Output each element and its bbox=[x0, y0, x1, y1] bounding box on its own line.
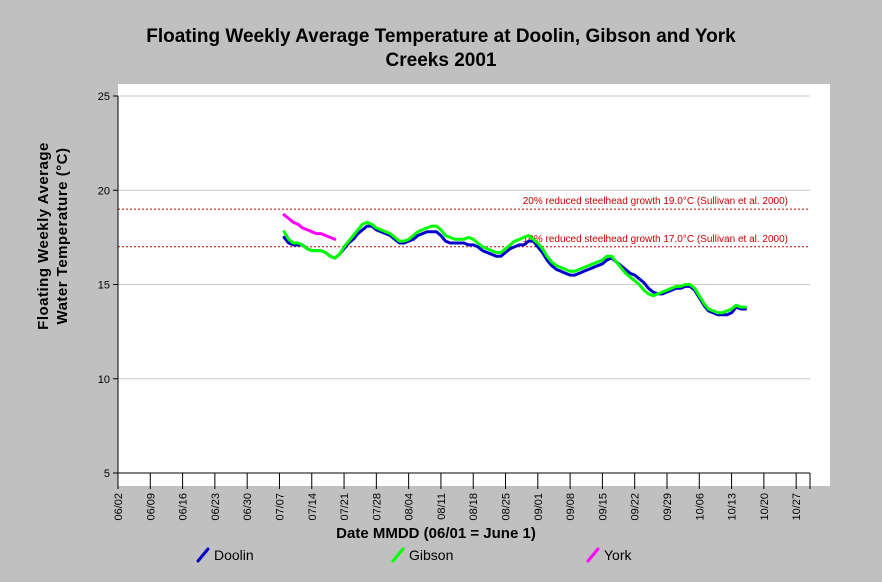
x-tick-label-2: 06/16 bbox=[178, 493, 190, 521]
x-tick-label-0: 06/02 bbox=[113, 493, 125, 521]
y-tick-label-25: 25 bbox=[98, 91, 110, 103]
x-tick-label-10: 08/11 bbox=[436, 493, 448, 520]
y-tick-label-10: 10 bbox=[98, 374, 110, 386]
x-tick-label-9: 08/04 bbox=[404, 493, 416, 521]
x-tick-label-17: 09/29 bbox=[662, 493, 674, 521]
x-axis-label: Date MMDD (06/01 = June 1) bbox=[336, 525, 536, 542]
x-tick-label-6: 07/14 bbox=[307, 493, 319, 521]
x-tick-label-16: 09/22 bbox=[630, 493, 642, 521]
legend-swatch-york bbox=[586, 547, 600, 563]
reference-lines: 20% reduced steelhead growth 19.0°C (Sul… bbox=[118, 196, 810, 248]
series-lines bbox=[282, 213, 747, 317]
axes bbox=[113, 95, 811, 489]
x-tick-label-7: 07/21 bbox=[339, 493, 351, 521]
series-line-gibson bbox=[282, 220, 747, 315]
x-tick-label-1: 06/09 bbox=[145, 493, 157, 521]
chart-title-line1: Floating Weekly Average Temperature at D… bbox=[146, 26, 736, 47]
y-tick-label-20: 20 bbox=[98, 185, 110, 197]
x-tick-label-19: 10/13 bbox=[727, 493, 739, 521]
x-tick-label-11: 08/18 bbox=[468, 493, 480, 521]
x-tick-label-13: 09/01 bbox=[533, 493, 545, 521]
legend: Doolin Gibson York bbox=[196, 547, 633, 563]
x-tick-label-12: 08/25 bbox=[501, 493, 513, 521]
series-line-doolin bbox=[282, 224, 747, 317]
x-tick-label-21: 10/27 bbox=[791, 493, 803, 521]
y-axis-label-line2: Water Temperature (°C) bbox=[54, 147, 71, 324]
reference-line-label-0: 20% reduced steelhead growth 19.0°C (Sul… bbox=[523, 196, 788, 207]
x-tick-label-15: 09/15 bbox=[597, 493, 609, 521]
legend-label-doolin: Doolin bbox=[214, 547, 254, 563]
x-tick-label-14: 09/08 bbox=[565, 493, 577, 521]
x-tick-label-5: 07/07 bbox=[274, 493, 286, 521]
legend-label-gibson: Gibson bbox=[409, 547, 453, 563]
legend-swatch-doolin bbox=[196, 547, 210, 563]
series-line-york bbox=[282, 213, 337, 241]
y-axis-label: Floating Weekly Average Water Temperatur… bbox=[35, 142, 71, 330]
reference-line-label-1: 10% reduced steelhead growth 17.0°C (Sul… bbox=[523, 234, 788, 245]
y-tick-labels: 5 10 15 20 25 bbox=[98, 91, 110, 480]
gridlines bbox=[118, 95, 810, 380]
y-axis-label-line1: Floating Weekly Average bbox=[35, 142, 52, 330]
x-tick-label-20: 10/20 bbox=[759, 493, 771, 521]
y-tick-label-5: 5 bbox=[104, 468, 110, 480]
legend-label-york: York bbox=[604, 547, 633, 563]
chart-title-line2: Creeks 2001 bbox=[386, 50, 497, 71]
x-tick-label-4: 06/30 bbox=[242, 493, 254, 521]
legend-swatch-gibson bbox=[391, 547, 405, 563]
y-tick-label-15: 15 bbox=[98, 280, 110, 292]
x-tick-label-18: 10/06 bbox=[694, 493, 706, 521]
x-tick-label-8: 07/28 bbox=[371, 493, 383, 521]
x-tick-labels: 06/02 06/09 06/16 06/23 06/30 07/07 07/14 07/21… bbox=[113, 493, 803, 521]
x-tick-label-3: 06/23 bbox=[210, 493, 222, 521]
